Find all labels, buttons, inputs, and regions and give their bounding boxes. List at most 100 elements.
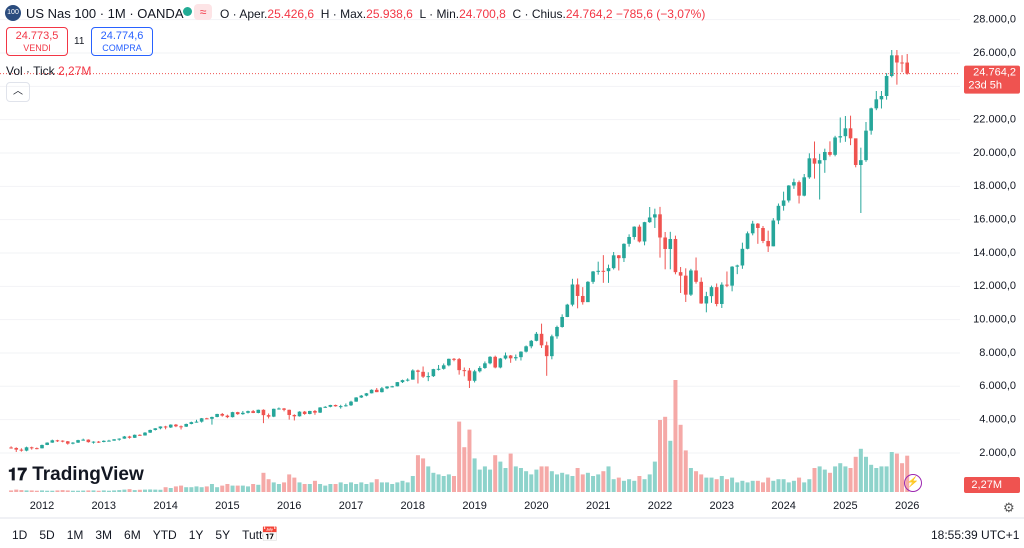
candle-body <box>570 284 575 305</box>
bolt-icon[interactable]: ⚡ <box>904 474 922 492</box>
candle-body <box>19 449 24 451</box>
candle-body <box>704 296 709 304</box>
volume-bar <box>302 484 307 492</box>
candle-body <box>647 217 652 223</box>
volume-bar <box>472 458 477 492</box>
volume-bar <box>621 480 626 492</box>
last-price-badge <box>964 65 1020 94</box>
volume-bar <box>395 482 400 492</box>
volume-bar <box>493 455 498 492</box>
candle-body <box>225 415 230 418</box>
clock: 18:55:39 UTC+1 <box>931 528 1020 542</box>
candle-body <box>35 448 39 450</box>
volume-bar <box>544 466 549 492</box>
candle-body <box>488 356 492 364</box>
candle-body <box>843 128 848 137</box>
volume-bar <box>477 469 482 492</box>
volume-bar <box>900 463 905 492</box>
candle-body <box>91 441 96 443</box>
candle-body <box>709 287 714 297</box>
volume-bar <box>812 468 817 492</box>
range-bar: 1D 5D 1M 3M 6M YTD 1Y 5Y Tutto <box>12 528 281 542</box>
candle-body <box>230 412 235 418</box>
volume-bar <box>96 490 101 492</box>
candle-body <box>333 404 338 407</box>
volume-bar <box>647 474 652 492</box>
candle-body <box>493 356 497 368</box>
candle-body <box>369 389 374 394</box>
candle-body <box>462 370 467 372</box>
volume-bar <box>766 477 771 492</box>
candle-body <box>235 412 240 415</box>
volume-bar <box>730 477 735 492</box>
candle-body <box>266 415 271 417</box>
buy-button[interactable]: 24.774,6 COMPRA <box>91 27 153 56</box>
candle-body <box>467 370 472 381</box>
volume-bar <box>879 466 884 492</box>
volume-bar <box>431 472 436 492</box>
candle-body <box>205 418 209 420</box>
candle-body <box>102 440 106 442</box>
candle-body <box>390 386 394 388</box>
candle-body <box>400 380 405 383</box>
range-button[interactable]: Tutto <box>242 528 269 542</box>
candle-body <box>725 284 729 286</box>
volume-bar <box>555 474 559 492</box>
candle-body <box>117 438 122 440</box>
range-button[interactable]: 5Y <box>215 528 231 542</box>
range-button[interactable]: YTD <box>152 528 177 542</box>
range-button[interactable]: 1M <box>66 528 84 542</box>
candle-body <box>127 436 132 438</box>
range-button[interactable]: 3M <box>95 528 113 542</box>
volume-bar <box>833 466 838 492</box>
range-button[interactable]: 5D <box>39 528 55 542</box>
x-tick-label: 2019 <box>462 500 486 512</box>
x-tick-label: 2024 <box>771 500 795 512</box>
value: 2,27M <box>58 64 92 78</box>
volume-bar <box>19 490 24 492</box>
volume-bar <box>549 471 554 492</box>
candle-body <box>184 423 188 427</box>
value: 24.700,8 <box>459 7 506 21</box>
volume-bar <box>385 482 390 492</box>
symbol-title[interactable]: US Nas 100 · 1M · OANDA <box>26 6 184 21</box>
candle-body <box>673 238 678 273</box>
calendar-icon[interactable]: 📅 <box>261 526 279 542</box>
volume-bar <box>194 486 199 492</box>
volume-last-label: 2,27M <box>971 479 1002 491</box>
volume-bar <box>797 477 802 492</box>
label: Vol · Tick <box>6 64 55 78</box>
candle-body <box>447 358 451 366</box>
volume-bar <box>9 490 14 492</box>
volume-bar <box>755 480 760 492</box>
y-tick-label: 22.000,0 <box>973 114 1016 126</box>
y-tick-label: 18.000,0 <box>973 180 1016 192</box>
volume-bar <box>838 463 843 492</box>
sell-button[interactable]: 24.773,5 VENDI <box>6 27 68 56</box>
volume-bar <box>616 477 621 492</box>
volume-bar <box>127 489 132 492</box>
volume-bar <box>869 464 874 492</box>
volume-bar <box>251 484 256 492</box>
candle-body <box>174 424 178 427</box>
candle-body <box>338 406 343 408</box>
volume-bar <box>101 490 106 492</box>
range-button[interactable]: 6M <box>124 528 141 542</box>
candle-body <box>477 367 482 372</box>
candle-body <box>586 281 590 303</box>
alert-icon[interactable]: ≈ <box>194 4 212 20</box>
volume-bar <box>709 477 714 492</box>
x-tick-label: 2015 <box>215 500 239 512</box>
candle-body <box>514 357 518 359</box>
settings-icon[interactable]: ⚙ <box>1003 500 1015 515</box>
candle-body <box>658 214 662 238</box>
volume-bar <box>591 476 596 492</box>
volume-bar <box>282 482 287 492</box>
collapse-button[interactable]: ︿ <box>6 82 30 102</box>
volume-bar <box>225 484 230 492</box>
volume-bar <box>627 479 632 492</box>
volume-bar <box>143 489 147 492</box>
range-button[interactable]: 1D <box>12 528 28 542</box>
range-button[interactable]: 1Y <box>188 528 204 542</box>
